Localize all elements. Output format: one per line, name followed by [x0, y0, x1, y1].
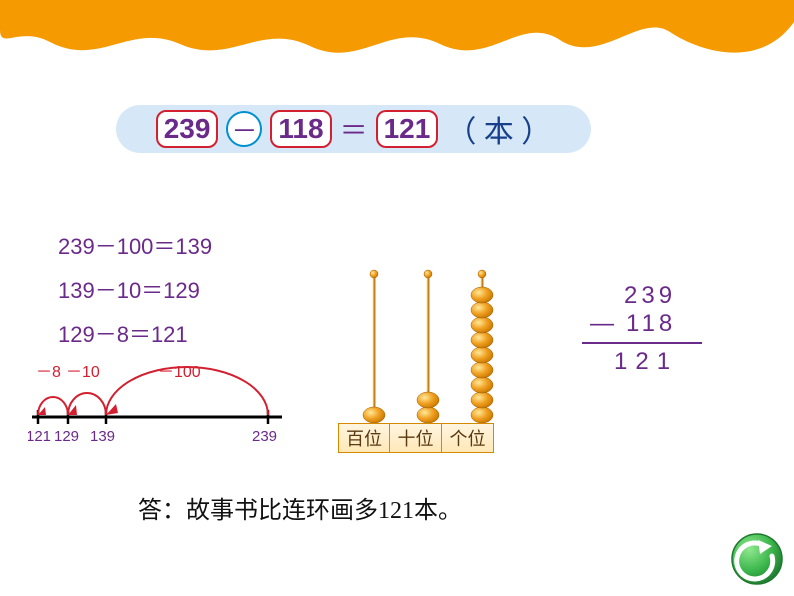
- abacus: 百位 十位 个位: [338, 268, 518, 453]
- number-line: －8 －10 －100 121 129 139 239: [28, 355, 288, 450]
- equals-sign: ＝: [340, 109, 368, 149]
- arc-label-0: －8: [36, 364, 61, 381]
- vertical-subtraction: 239 — 118 121: [590, 282, 702, 376]
- step-2: 139－10＝129: [58, 269, 212, 313]
- vertical-subtrahend: 118: [626, 310, 676, 338]
- tick-1: 129: [54, 428, 79, 445]
- tick-3: 239: [252, 428, 277, 445]
- equation-banner: 239 － 118 ＝ 121 （ 本 ）: [116, 105, 591, 153]
- result-box: 121: [376, 110, 439, 148]
- abacus-base: 百位 十位 个位: [338, 423, 494, 453]
- step-lines: 239－100＝139 139－10＝129 129－8＝121: [58, 225, 212, 357]
- step-1: 239－100＝139: [58, 225, 212, 269]
- vertical-minus: —: [590, 310, 626, 338]
- top-decoration: [0, 0, 794, 70]
- tick-2: 139: [90, 428, 115, 445]
- minuend-box: 239: [156, 110, 219, 148]
- abacus-col-2-label: 个位: [442, 423, 494, 453]
- vertical-result: 121: [590, 348, 702, 376]
- subtrahend-box: 118: [270, 110, 331, 148]
- tick-0: 121: [28, 428, 51, 445]
- back-button[interactable]: [730, 532, 784, 586]
- step-3: 129－8＝121: [58, 313, 212, 357]
- vertical-minuend: 239: [590, 282, 702, 310]
- arc-label-2: －100: [158, 364, 201, 381]
- operator-circle: －: [226, 111, 262, 147]
- unit-label: （ 本 ）: [446, 107, 551, 151]
- vertical-line: [582, 342, 702, 344]
- abacus-col-1-label: 十位: [390, 423, 442, 453]
- arc-label-1: －10: [66, 364, 100, 381]
- answer-text: 答：故事书比连环画多121本。: [138, 490, 462, 525]
- abacus-col-0-label: 百位: [338, 423, 390, 453]
